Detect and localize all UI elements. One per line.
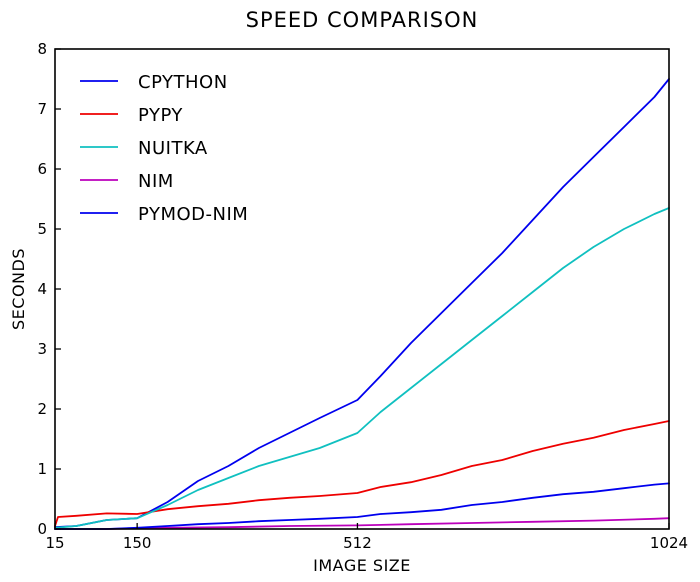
x-axis-label: IMAGE SIZE (313, 556, 411, 575)
legend-label: NIM (138, 171, 174, 192)
y-tick-label: 5 (37, 220, 47, 238)
legend-label: NUITKA (138, 138, 208, 159)
legend-item-pymod-nim: PYMOD-NIM (80, 204, 248, 225)
x-tick-label: 512 (343, 534, 372, 552)
x-tick-label: 15 (45, 534, 64, 552)
series-line-pymod-nim (54, 482, 670, 530)
legend-label: PYMOD-NIM (138, 204, 248, 225)
y-tick-label: 8 (37, 40, 47, 58)
y-tick-label: 6 (37, 160, 47, 178)
x-axis: 15 150 512 1024 (45, 523, 688, 552)
legend-item-cpython: CPYTHON (80, 72, 228, 93)
y-tick-label: 1 (37, 460, 47, 478)
legend-label: PYPY (138, 105, 183, 126)
legend: CPYTHON PYPY NUITKA NIM PYMOD-NIM (80, 72, 248, 225)
y-axis: 0 1 2 3 4 5 6 7 8 (37, 40, 61, 538)
legend-item-nuitka: NUITKA (80, 138, 208, 159)
legend-item-nim: NIM (80, 171, 174, 192)
legend-item-pypy: PYPY (80, 105, 183, 126)
y-tick-label: 7 (37, 100, 47, 118)
x-tick-label: 150 (123, 534, 152, 552)
legend-label: CPYTHON (138, 72, 228, 93)
series-line-cpython (54, 78, 670, 529)
chart-title: SPEED COMPARISON (246, 8, 479, 32)
y-tick-label: 2 (37, 400, 47, 418)
x-tick-label: 1024 (650, 534, 688, 552)
y-tick-label: 4 (37, 280, 47, 298)
y-tick-label: 0 (37, 520, 47, 538)
y-tick-label: 3 (37, 340, 47, 358)
series-line-pypy (54, 420, 670, 527)
y-axis-label: SECONDS (9, 248, 28, 330)
series-line-nuitka (54, 207, 670, 529)
